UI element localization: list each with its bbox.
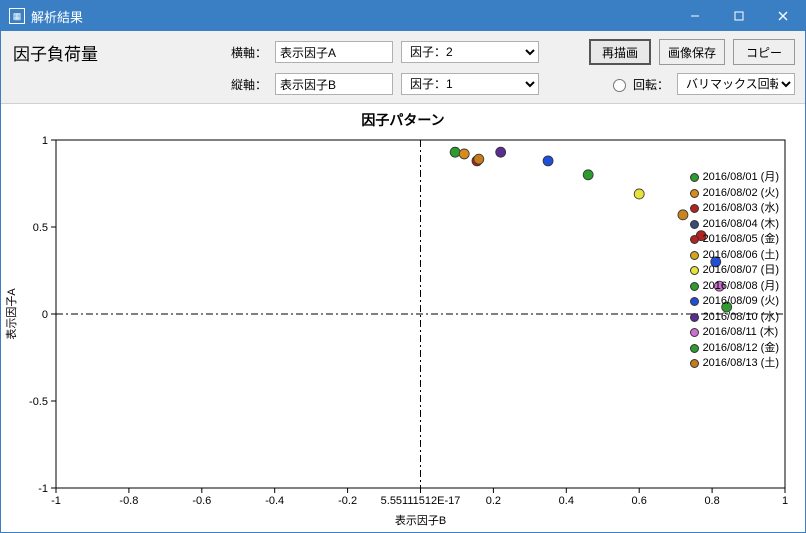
redraw-button[interactable]: 再描画 [589,39,651,65]
svg-text:-0.4: -0.4 [265,495,284,507]
rotation-select[interactable]: バリマックス回転 [677,73,795,95]
legend-label: 2016/08/13 (土) [703,356,779,372]
legend-dot [690,297,699,306]
xaxis-factor-select[interactable]: 因子：2 [401,41,539,63]
xaxis-name-input[interactable] [275,41,393,63]
rotation-label: 回転： [633,76,669,93]
legend-label: 2016/08/01 (月) [703,170,779,186]
legend-label: 2016/08/07 (日) [703,263,779,279]
yaxis-factor-select[interactable]: 因子：1 [401,73,539,95]
xaxis-label: 横軸： [219,44,267,61]
maximize-button[interactable] [717,1,761,31]
yaxis-label: 縦軸： [219,76,267,93]
legend-item: 2016/08/04 (木) [690,217,779,233]
legend-label: 2016/08/03 (水) [703,201,779,217]
legend-item: 2016/08/06 (土) [690,248,779,264]
svg-text:-0.2: -0.2 [338,495,357,507]
legend-item: 2016/08/13 (土) [690,356,779,372]
save-image-button[interactable]: 画像保存 [659,39,725,65]
svg-text:-0.6: -0.6 [192,495,211,507]
legend-dot [690,328,699,337]
legend-item: 2016/08/11 (木) [690,325,779,341]
legend-label: 2016/08/10 (水) [703,310,779,326]
legend-label: 2016/08/08 (月) [703,279,779,295]
legend-dot [690,220,699,229]
legend-label: 2016/08/11 (木) [703,325,779,341]
chart-area: 因子パターン -1 -0.8 -0.6 -0.4 -0.2 5.55111512E-17 0… [1,104,805,532]
legend: 2016/08/01 (月)2016/08/02 (火)2016/08/03 (… [690,170,779,372]
legend-item: 2016/08/02 (火) [690,186,779,202]
legend-item: 2016/08/07 (日) [690,263,779,279]
legend-item: 2016/08/09 (火) [690,294,779,310]
legend-item: 2016/08/08 (月) [690,279,779,295]
legend-label: 2016/08/04 (木) [703,217,779,233]
svg-text:-0.8: -0.8 [119,495,138,507]
chart-title: 因子パターン [1,104,805,130]
legend-dot [690,313,699,322]
close-button[interactable] [761,1,805,31]
titlebar: ▦ 解析結果 [1,1,805,31]
legend-item: 2016/08/10 (水) [690,310,779,326]
rotation-radio[interactable]: 回転： [608,76,669,93]
svg-text:-0.5: -0.5 [29,396,48,408]
legend-label: 2016/08/02 (火) [703,186,779,202]
svg-text:表示因子B: 表示因子B [395,513,446,527]
legend-dot [690,266,699,275]
svg-text:0.6: 0.6 [632,495,647,507]
legend-label: 2016/08/06 (土) [703,248,779,264]
legend-dot [690,282,699,291]
svg-text:0.8: 0.8 [704,495,719,507]
yaxis-name-input[interactable] [275,73,393,95]
legend-label: 2016/08/12 (金) [703,341,779,357]
svg-text:0.2: 0.2 [486,495,501,507]
rotation-radio-input[interactable] [613,79,626,92]
svg-text:表示因子A: 表示因子A [4,288,18,340]
svg-text:-1: -1 [38,483,48,495]
legend-label: 2016/08/05 (金) [703,232,779,248]
legend-dot [690,344,699,353]
toolbar: 因子負荷量 横軸： 因子：2 再描画 画像保存 コピー 縦軸： 因子：1 回転： [1,31,805,104]
svg-text:5.55111512E-17: 5.55111512E-17 [381,495,461,507]
legend-dot [690,189,699,198]
legend-item: 2016/08/05 (金) [690,232,779,248]
svg-text:0.5: 0.5 [33,222,48,234]
legend-item: 2016/08/12 (金) [690,341,779,357]
legend-label: 2016/08/09 (火) [703,294,779,310]
minimize-button[interactable] [673,1,717,31]
svg-text:1: 1 [42,135,48,147]
svg-text:0: 0 [42,309,48,321]
window-title: 解析結果 [31,7,673,26]
svg-text:0.4: 0.4 [559,495,574,507]
page-heading: 因子負荷量 [11,40,211,65]
app-window: ▦ 解析結果 因子負荷量 横軸： 因子：2 再描画 画像保存 コピー [0,0,806,533]
legend-dot [690,204,699,213]
legend-dot [690,173,699,182]
legend-item: 2016/08/01 (月) [690,170,779,186]
svg-text:1: 1 [782,495,788,507]
legend-item: 2016/08/03 (水) [690,201,779,217]
scatter-plot: -1 -0.8 -0.6 -0.4 -0.2 5.55111512E-17 0.2 0.4 0.… [1,130,805,530]
legend-dot [690,235,699,244]
legend-dot [690,251,699,260]
copy-button[interactable]: コピー [733,39,795,65]
app-icon: ▦ [9,8,25,24]
svg-text:-1: -1 [51,495,61,507]
legend-dot [690,359,699,368]
